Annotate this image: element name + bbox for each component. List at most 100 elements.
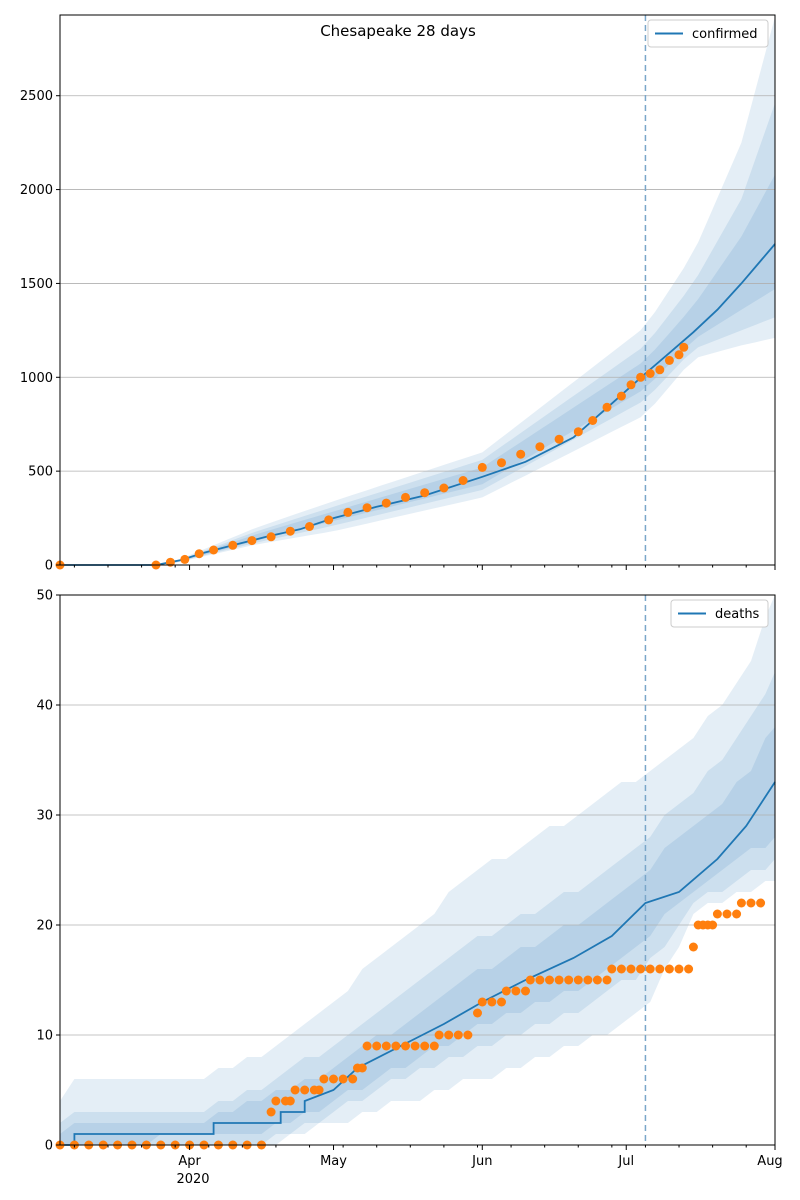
confirmed-legend-box: [647, 19, 769, 48]
observed-point: [497, 458, 506, 468]
observed-point: [722, 909, 732, 919]
observed-point: [655, 964, 665, 974]
observed-point: [463, 1030, 473, 1040]
deaths-uncertainty-bands: [60, 595, 775, 1145]
observed-point: [607, 964, 617, 974]
y-tick-label: 500: [28, 465, 53, 480]
observed-point: [554, 434, 564, 444]
y-tick-label: 1500: [20, 277, 53, 292]
observed-point: [285, 1096, 295, 1106]
y-tick-label: 0: [45, 559, 53, 574]
confirmed-observed-points: [55, 342, 689, 570]
deaths-observed-points: [55, 898, 766, 1150]
deaths-legend-box: [670, 599, 769, 628]
confirmed-model-line: [60, 243, 776, 566]
observed-point: [266, 532, 276, 542]
observed-point: [592, 975, 602, 985]
observed-point: [602, 975, 612, 985]
observed-point: [732, 909, 742, 919]
observed-point: [636, 372, 646, 382]
observed-point: [357, 1063, 367, 1073]
observed-point: [372, 1041, 382, 1051]
x-tick-label: Apr: [178, 1154, 201, 1169]
observed-point: [194, 549, 204, 559]
observed-point: [362, 503, 372, 513]
observed-point: [314, 1085, 324, 1095]
observed-point: [756, 898, 766, 908]
observed-point: [636, 964, 646, 974]
confirmed-uncertainty-bands: [165, 16, 776, 565]
observed-point: [319, 1074, 329, 1084]
observed-point: [674, 964, 684, 974]
uncertainty-band-3: [165, 174, 776, 565]
observed-point: [228, 540, 238, 550]
observed-point: [453, 1030, 463, 1040]
confirmed-x-ticks: [73, 565, 776, 570]
y-tick-label: 20: [36, 919, 53, 934]
observed-point: [209, 545, 219, 555]
observed-point: [554, 975, 564, 985]
observed-point: [391, 1041, 401, 1051]
y-tick-label: 1000: [20, 371, 53, 386]
observed-point: [401, 1041, 410, 1051]
observed-point: [165, 557, 175, 567]
observed-point: [679, 342, 689, 352]
observed-point: [180, 554, 190, 564]
observed-point: [429, 1041, 439, 1051]
observed-point: [487, 997, 497, 1007]
observed-point: [645, 964, 655, 974]
observed-point: [477, 462, 487, 472]
observed-point: [583, 975, 593, 985]
x-tick-label: May: [320, 1154, 347, 1169]
deaths-x-ticks: Apr May Jun Jul Aug: [73, 1145, 783, 1169]
observed-point: [645, 369, 655, 378]
y-tick-label: 30: [36, 809, 53, 824]
observed-point: [684, 964, 694, 974]
observed-point: [655, 365, 665, 375]
deaths-model-line: [60, 781, 776, 1146]
confirmed-legend: confirmed: [647, 19, 769, 48]
confirmed-gridlines: [60, 95, 775, 472]
observed-point: [300, 1085, 310, 1095]
observed-point: [381, 498, 391, 508]
observed-point: [338, 1074, 348, 1084]
observed-point: [712, 909, 722, 919]
observed-point: [290, 1085, 300, 1095]
observed-point: [602, 402, 612, 412]
observed-point: [401, 492, 410, 502]
observed-point: [497, 997, 506, 1007]
observed-point: [708, 920, 718, 930]
confirmed-legend-label: confirmed: [692, 27, 758, 42]
observed-point: [736, 898, 746, 908]
observed-point: [420, 1041, 430, 1051]
y-tick-label: 2500: [20, 89, 53, 104]
observed-point: [664, 355, 674, 365]
observed-point: [329, 1074, 338, 1084]
observed-point: [525, 975, 535, 985]
observed-point: [664, 964, 674, 974]
observed-point: [434, 1030, 444, 1040]
observed-point: [420, 488, 430, 498]
observed-point: [473, 1008, 482, 1018]
observed-point: [348, 1074, 358, 1084]
observed-point: [616, 391, 626, 401]
observed-point: [626, 380, 636, 390]
observed-point: [410, 1041, 420, 1051]
observed-point: [564, 975, 574, 985]
y-tick-label: 40: [36, 699, 53, 714]
observed-point: [381, 1041, 391, 1051]
y-tick-label: 10: [36, 1029, 53, 1044]
observed-point: [324, 515, 334, 525]
uncertainty-band-1: [60, 595, 775, 1145]
observed-point: [439, 483, 449, 493]
observed-point: [616, 964, 626, 974]
observed-point: [247, 536, 257, 546]
y-tick-label: 2000: [20, 183, 53, 198]
uncertainty-band-2: [165, 103, 776, 565]
observed-point: [271, 1096, 281, 1106]
observed-point: [305, 522, 314, 531]
observed-point: [573, 427, 583, 437]
observed-point: [501, 986, 511, 996]
